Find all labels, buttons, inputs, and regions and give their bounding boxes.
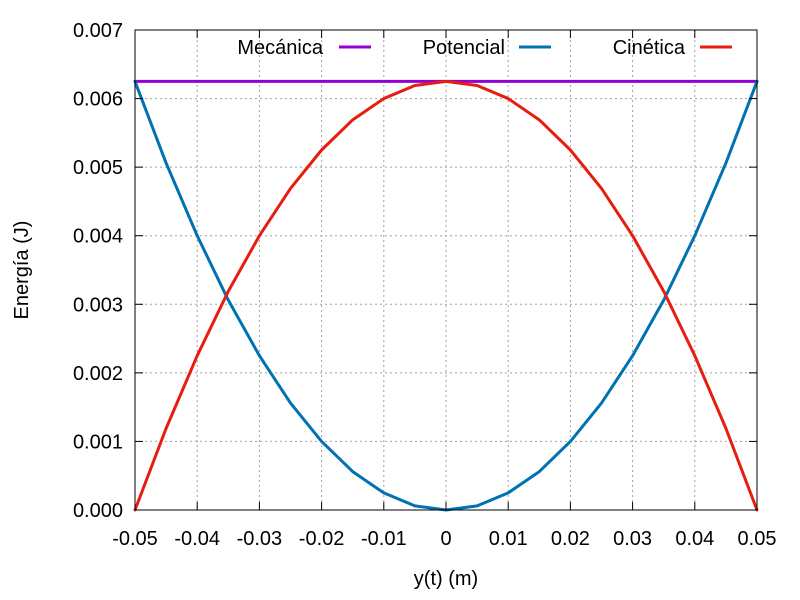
legend: Mecánica Potencial Cinética (237, 37, 732, 59)
axis-ticks: -0.05 -0.04 -0.03 -0.02 -0.01 0 0.01 0.02 0.03 0.… (73, 20, 777, 550)
grid (135, 30, 757, 510)
legend-label-2: Potencial (423, 37, 505, 59)
x-tick-label: 0.04 (675, 528, 714, 550)
x-tick-label: 0.03 (613, 528, 652, 550)
y-tick-label: 0.003 (73, 294, 123, 316)
x-tick-label: 0 (440, 528, 451, 550)
x-tick-label: -0.03 (237, 528, 283, 550)
x-tick-label: 0.01 (489, 528, 528, 550)
y-tick-label: 0.005 (73, 157, 123, 179)
y-tick-label: 0.002 (73, 363, 123, 385)
y-tick-label: 0.000 (73, 500, 123, 522)
y-tick-label: 0.001 (73, 431, 123, 453)
legend-label-3: Cinética (613, 37, 686, 59)
x-tick-label: -0.01 (361, 528, 407, 550)
x-tick-label: 0.05 (738, 528, 777, 550)
legend-label-1: Mecánica (237, 37, 323, 59)
x-tick-label: -0.04 (174, 528, 220, 550)
y-tick-label: 0.004 (73, 226, 123, 248)
series-line-3 (133, 79, 759, 512)
x-tick-label: 0.02 (551, 528, 590, 550)
y-axis-label: Energía (J) (11, 221, 33, 320)
x-tick-label: -0.05 (112, 528, 158, 550)
y-tick-label: 0.006 (73, 89, 123, 111)
x-axis-label: y(t) (m) (414, 568, 478, 590)
y-tick-label: 0.007 (73, 20, 123, 42)
x-tick-label: -0.02 (299, 528, 345, 550)
